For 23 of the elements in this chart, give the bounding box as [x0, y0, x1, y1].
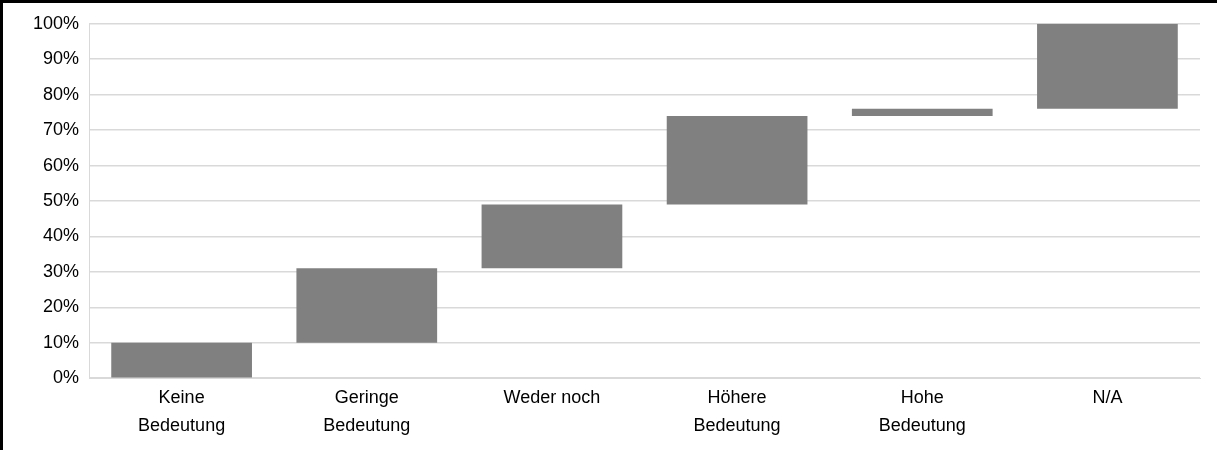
- x-tick-label: Geringe Bedeutung: [323, 387, 411, 436]
- y-tick-label: 60%: [43, 154, 80, 175]
- bar: [296, 268, 438, 343]
- y-tick-label: 40%: [43, 225, 80, 246]
- y-tick-label: 30%: [43, 260, 80, 281]
- x-tick-label: Hohe Bedeutung: [878, 387, 966, 436]
- y-tick-label: 20%: [43, 296, 80, 317]
- x-tick-label: Höhere Bedeutung: [693, 387, 781, 436]
- bar: [1037, 23, 1178, 109]
- bar: [481, 204, 623, 269]
- y-tick-label: 90%: [43, 48, 80, 69]
- y-tick-label: 100%: [32, 12, 80, 33]
- x-tick-label: N/A: [1092, 387, 1123, 408]
- x-tick-label: Keine Bedeutung: [138, 387, 226, 436]
- y-tick-label: 50%: [43, 189, 80, 210]
- bar: [851, 108, 993, 116]
- y-tick-label: 80%: [43, 83, 80, 104]
- bar: [111, 342, 252, 378]
- y-tick-label: 70%: [43, 119, 80, 140]
- x-tick-label: Weder noch: [503, 387, 601, 408]
- y-tick-label: 10%: [43, 331, 80, 352]
- bar: [666, 115, 808, 205]
- y-tick-label: 0%: [53, 367, 80, 388]
